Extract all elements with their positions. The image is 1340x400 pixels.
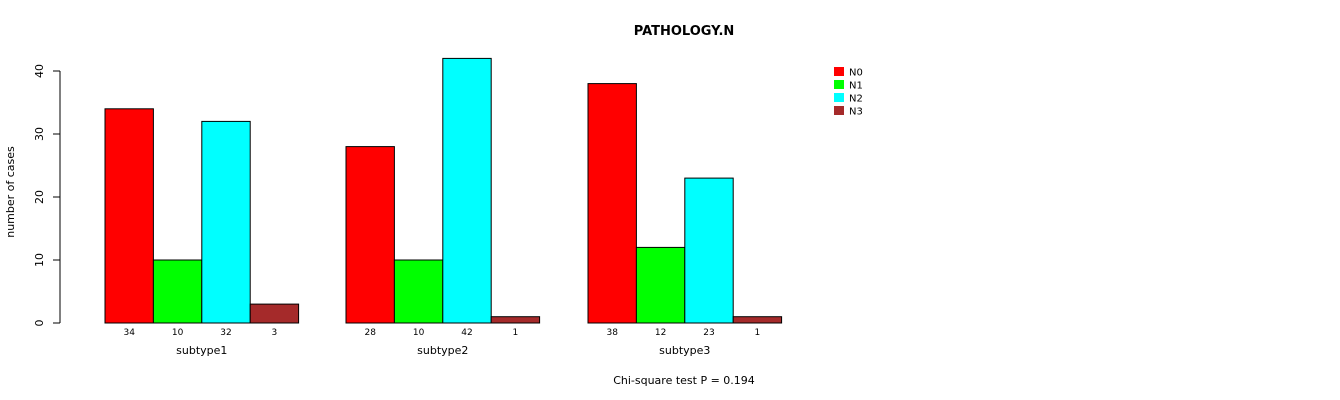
bar-n1-subtype2 xyxy=(393,259,444,324)
bar-count-label: 3 xyxy=(272,328,278,338)
bar-n0-subtype1 xyxy=(104,108,154,324)
bar-count-label: 42 xyxy=(461,328,472,338)
bar-count-label: 28 xyxy=(364,328,376,338)
bar-count-label: 34 xyxy=(123,328,135,338)
legend-swatch-n3 xyxy=(834,106,844,115)
legend-swatch-n0 xyxy=(834,67,844,76)
bar-count-label: 10 xyxy=(413,328,425,338)
bar-n2-subtype2 xyxy=(442,57,492,324)
bar-n0-subtype2 xyxy=(345,146,395,324)
bar-n2-subtype1 xyxy=(201,120,251,324)
legend-label-n3: N3 xyxy=(849,107,863,118)
chart-title: PATHOLOGY.N xyxy=(634,24,735,39)
legend-swatch-n2 xyxy=(834,93,844,102)
y-axis-label: number of cases xyxy=(4,146,17,238)
bar-count-label: 38 xyxy=(606,328,618,338)
legend-label-n0: N0 xyxy=(849,68,863,79)
bar-n3-subtype3 xyxy=(732,316,783,324)
legend-label-n1: N1 xyxy=(849,81,863,92)
bar-n0-subtype3 xyxy=(587,83,637,324)
legend-swatch-n1 xyxy=(834,80,844,89)
category-label-subtype1: subtype1 xyxy=(176,344,227,357)
bar-n3-subtype1 xyxy=(249,303,300,324)
y-tick-label: 20 xyxy=(33,190,46,204)
bars xyxy=(104,57,783,324)
bar-count-label: 23 xyxy=(703,328,714,338)
legend: N0 N1 N2 N3 xyxy=(834,67,863,118)
bar-n2-subtype3 xyxy=(684,177,734,324)
y-tick-label: 40 xyxy=(33,64,46,78)
y-axis: 0 10 20 30 40 xyxy=(33,64,61,327)
bar-count-label: 10 xyxy=(172,328,184,338)
bar-n3-subtype2 xyxy=(490,316,541,324)
y-tick-label: 10 xyxy=(33,253,46,267)
count-labels: 34 10 32 3 28 10 42 1 38 12 23 1 xyxy=(123,328,760,338)
y-tick-label: 0 xyxy=(33,320,46,327)
category-label-subtype2: subtype2 xyxy=(417,344,468,357)
legend-label-n2: N2 xyxy=(849,94,863,105)
bar-count-label: 32 xyxy=(220,328,231,338)
group-labels: subtype1 subtype2 subtype3 xyxy=(176,344,710,357)
bar-n1-subtype3 xyxy=(635,246,686,324)
bar-count-label: 12 xyxy=(655,328,666,338)
y-tick-label: 30 xyxy=(33,127,46,141)
bar-n1-subtype1 xyxy=(152,259,203,324)
chi-square-annotation: Chi-square test P = 0.194 xyxy=(613,374,755,387)
category-label-subtype3: subtype3 xyxy=(659,344,710,357)
bar-count-label: 1 xyxy=(513,328,519,338)
bar-count-label: 1 xyxy=(755,328,761,338)
